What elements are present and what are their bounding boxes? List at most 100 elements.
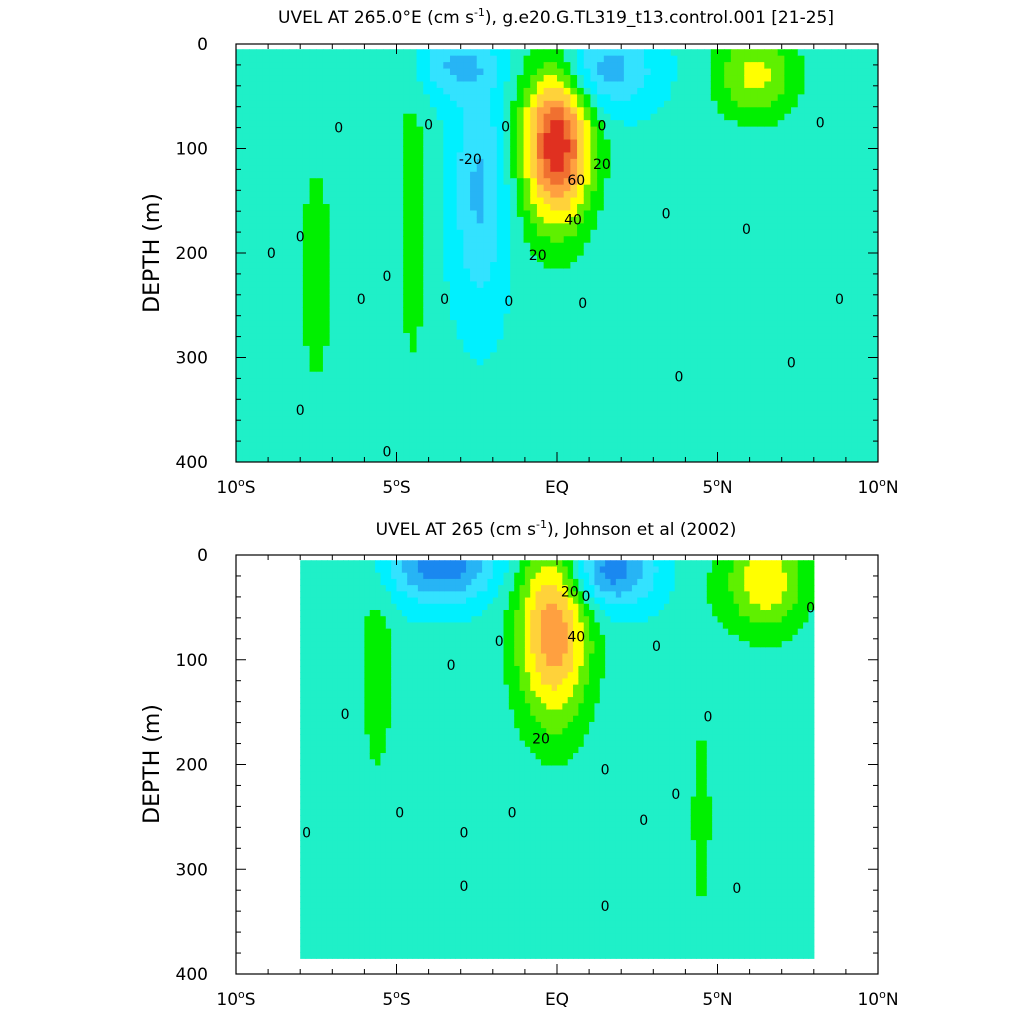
field-cell	[349, 223, 357, 231]
field-cell	[590, 333, 598, 341]
field-cell	[650, 442, 658, 450]
field-cell	[563, 358, 571, 366]
field-cell	[436, 68, 444, 76]
field-cell	[536, 94, 545, 102]
field-cell	[363, 68, 371, 76]
field-cell	[664, 371, 672, 379]
field-cell	[650, 75, 658, 83]
field-cell	[369, 55, 378, 63]
field-cell	[630, 126, 638, 134]
field-cell	[724, 281, 732, 289]
field-cell	[630, 165, 638, 173]
field-cell	[610, 139, 618, 147]
field-cell	[476, 313, 485, 321]
field-cell	[750, 255, 759, 263]
field-cell	[550, 242, 558, 250]
field-cell	[557, 55, 565, 63]
field-cell	[657, 55, 665, 63]
field-cell	[450, 313, 458, 321]
field-cell	[356, 178, 364, 186]
field-cell	[657, 152, 665, 160]
field-cell	[302, 300, 311, 308]
field-cell	[650, 49, 658, 57]
field-cell	[369, 449, 378, 457]
field-cell	[563, 268, 571, 276]
field-cell	[577, 365, 585, 373]
field-cell	[249, 152, 257, 160]
field-cell	[343, 236, 351, 244]
field-cell	[470, 436, 478, 444]
field-cell	[610, 313, 618, 321]
field-cell	[282, 352, 291, 360]
field-cell	[724, 210, 732, 218]
field-cell	[376, 391, 384, 399]
field-cell	[670, 391, 678, 399]
field-cell	[543, 113, 551, 121]
field-cell	[483, 68, 491, 76]
field-cell	[316, 410, 324, 418]
field-cell	[463, 307, 471, 315]
field-cell	[436, 416, 444, 424]
field-cell	[429, 133, 438, 141]
field-cell	[309, 49, 317, 57]
field-cell	[597, 455, 605, 462]
field-cell	[376, 397, 384, 405]
field-cell	[289, 339, 297, 347]
field-cell	[369, 223, 378, 231]
field-cell	[643, 378, 652, 386]
field-cell	[617, 397, 625, 405]
field-cell	[463, 139, 471, 147]
field-cell	[409, 242, 418, 250]
field-cell	[416, 75, 424, 83]
field-cell	[590, 145, 598, 154]
field-cell	[523, 139, 531, 147]
field-cell	[543, 87, 551, 95]
field-cell	[309, 55, 317, 63]
field-cell	[516, 365, 525, 373]
field-cell	[256, 100, 264, 108]
field-cell	[289, 403, 297, 411]
field-cell	[296, 87, 304, 95]
field-cell	[329, 75, 337, 83]
field-cell	[309, 87, 317, 95]
field-cell	[737, 403, 745, 411]
field-cell	[276, 210, 284, 218]
field-cell	[249, 307, 257, 315]
field-cell	[490, 158, 498, 166]
field-cell	[610, 403, 618, 411]
field-cell	[503, 204, 511, 212]
field-cell	[670, 313, 678, 321]
field-cell	[543, 262, 551, 270]
field-cell	[583, 133, 592, 141]
field-cell	[516, 268, 525, 276]
field-cell	[403, 113, 411, 121]
field-cell	[657, 339, 665, 347]
field-cell	[436, 113, 444, 121]
field-cell	[296, 184, 304, 192]
field-cell	[363, 320, 371, 328]
field-cell	[383, 391, 391, 399]
field-cell	[443, 223, 451, 231]
field-cell	[577, 62, 585, 70]
field-cell	[550, 274, 558, 283]
field-cell	[470, 184, 478, 192]
field-cell	[336, 358, 344, 366]
field-cell	[336, 236, 344, 244]
field-cell	[349, 403, 357, 411]
field-cell	[236, 326, 244, 334]
field-cell	[296, 397, 304, 405]
field-cell	[737, 223, 745, 231]
field-cell	[242, 378, 250, 386]
field-cell	[369, 191, 378, 199]
field-cell	[282, 197, 291, 205]
field-cell	[316, 397, 324, 405]
field-cell	[697, 249, 705, 257]
field-cell	[610, 307, 618, 315]
field-cell	[242, 281, 250, 289]
field-cell	[349, 391, 357, 399]
field-cell	[322, 107, 331, 115]
field-cell	[456, 333, 464, 341]
field-cell	[643, 158, 652, 166]
field-cell	[282, 107, 291, 115]
field-cell	[503, 126, 511, 134]
